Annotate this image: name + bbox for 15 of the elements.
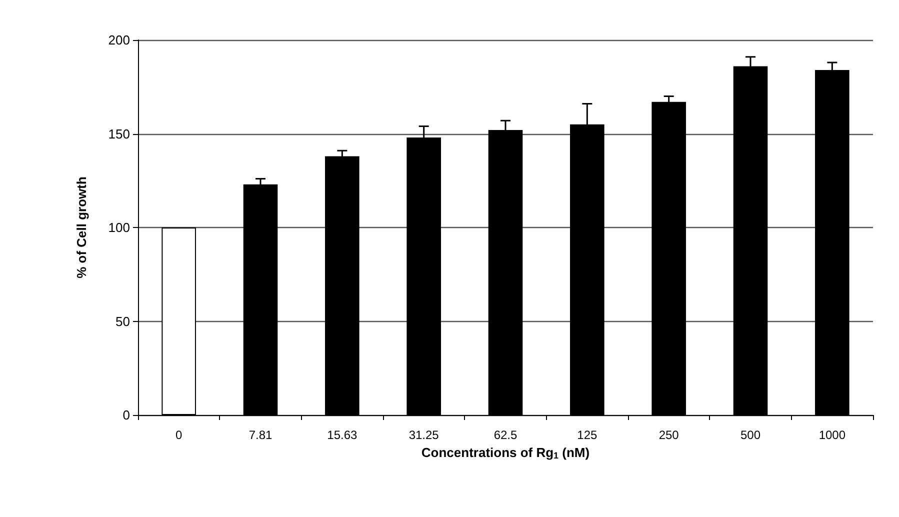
x-tick-label: 500 bbox=[740, 428, 761, 442]
x-tick-label: 62.5 bbox=[494, 428, 518, 442]
x-tick-label: 1000 bbox=[818, 428, 846, 442]
x-tick-label: 0 bbox=[175, 428, 182, 442]
y-tick-label: 50 bbox=[116, 314, 130, 329]
x-tick-label: 250 bbox=[658, 428, 680, 442]
x-tick-label: 31.25 bbox=[408, 428, 440, 442]
x-tick-label: 125 bbox=[577, 428, 598, 442]
x-tick-label: 15.63 bbox=[327, 428, 358, 442]
x-tick-label: 7.81 bbox=[248, 428, 272, 442]
y-tick-label: 0 bbox=[122, 408, 130, 422]
y-tick-label: 200 bbox=[108, 32, 130, 48]
y-axis-title: % of Cell growth bbox=[74, 176, 89, 278]
y-tick-label: 100 bbox=[108, 220, 130, 235]
y-tick-label: 150 bbox=[108, 126, 130, 142]
